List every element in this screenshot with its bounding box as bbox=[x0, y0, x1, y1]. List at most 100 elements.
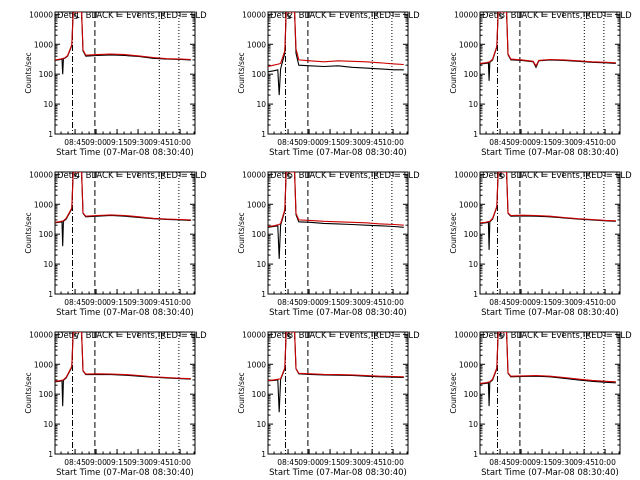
series-events bbox=[268, 12, 404, 96]
plot-frame bbox=[267, 11, 409, 135]
y-tick-label: 100 bbox=[39, 230, 54, 239]
y-tick-label: 1 bbox=[261, 130, 266, 139]
x-axis-label: Start Time (07-Mar-08 08:30:40) bbox=[481, 308, 619, 318]
y-tick-label: 10000 bbox=[454, 330, 478, 339]
x-tick-label: 09:30 bbox=[340, 458, 362, 467]
end-marker-label: E bbox=[585, 12, 590, 21]
y-tick-label: 1 bbox=[48, 130, 53, 139]
x-tick-label: 09:15 bbox=[531, 458, 553, 467]
x-tick-label: 09:00 bbox=[85, 458, 107, 467]
panel-title: Det 2, BLACK = Events, RED = LLD bbox=[270, 11, 420, 21]
series-events bbox=[268, 332, 404, 413]
y-tick-label: 100 bbox=[252, 390, 267, 399]
y-tick-label: 10 bbox=[468, 260, 478, 269]
end-marker-label: E bbox=[160, 332, 165, 341]
y-tick-label: 10000 bbox=[29, 170, 53, 179]
x-tick-label: 09:15 bbox=[106, 458, 128, 467]
y-tick-label: 1 bbox=[261, 450, 266, 459]
y-tick-label: 1000 bbox=[459, 200, 478, 209]
y-tick-label: 10000 bbox=[454, 10, 478, 19]
x-tick-label: 09:45 bbox=[573, 298, 595, 307]
y-axis-label: Counts/sec bbox=[449, 212, 458, 253]
x-tick-label: 09:00 bbox=[298, 458, 320, 467]
x-tick-label: 09:45 bbox=[148, 458, 170, 467]
y-axis-label: Counts/sec bbox=[237, 212, 246, 253]
plot-frame bbox=[54, 171, 196, 295]
start-marker-label: S bbox=[499, 172, 504, 181]
series-lld bbox=[55, 172, 191, 223]
y-tick-label: 10 bbox=[468, 100, 478, 109]
y-tick-label: 10 bbox=[256, 420, 266, 429]
y-axis-label: Counts/sec bbox=[449, 52, 458, 93]
x-axis-label: Start Time (07-Mar-08 08:30:40) bbox=[481, 148, 619, 158]
y-tick-label: 1 bbox=[261, 290, 266, 299]
start-marker-label: S bbox=[287, 332, 292, 341]
x-axis-label: Start Time (07-Mar-08 08:30:40) bbox=[269, 148, 407, 158]
panel-det-3: Det 3, BLACK = Events, RED = LLD 1 10 100 10… bbox=[449, 10, 632, 158]
panel-det-4: Det 4, BLACK = Events, RED = LLD 1 10 100 10… bbox=[24, 170, 207, 318]
panel-title: Det 6, BLACK = Events, RED = LLD bbox=[482, 171, 632, 181]
x-tick-label: 10:00 bbox=[382, 138, 404, 147]
y-axis-label: Counts/sec bbox=[24, 372, 33, 413]
y-tick-label: 1 bbox=[48, 290, 53, 299]
y-tick-label: 10 bbox=[468, 420, 478, 429]
x-tick-label: 09:15 bbox=[531, 138, 553, 147]
x-tick-label: 09:45 bbox=[573, 138, 595, 147]
x-tick-label: 09:00 bbox=[298, 138, 320, 147]
start-marker-label: S bbox=[287, 12, 292, 21]
y-tick-label: 100 bbox=[464, 230, 479, 239]
panel-det-1: Det 1, BLACK = Events, RED = LLD 1 10 100 10… bbox=[24, 10, 207, 158]
x-tick-label: 09:45 bbox=[148, 298, 170, 307]
end-marker-label: E bbox=[160, 172, 165, 181]
x-tick-label: 09:30 bbox=[552, 138, 574, 147]
x-tick-label: 09:00 bbox=[298, 298, 320, 307]
y-axis-label: Counts/sec bbox=[24, 52, 33, 93]
y-tick-label: 10 bbox=[43, 100, 53, 109]
x-axis-label: Start Time (07-Mar-08 08:30:40) bbox=[269, 468, 407, 478]
x-tick-label: 09:30 bbox=[552, 458, 574, 467]
end-marker-label: E bbox=[585, 172, 590, 181]
series-lld bbox=[55, 12, 191, 61]
x-tick-label: 09:15 bbox=[319, 458, 341, 467]
x-tick-label: 08:45 bbox=[64, 298, 86, 307]
panel-det-6: Det 6, BLACK = Events, RED = LLD 1 10 100 10… bbox=[449, 170, 632, 318]
x-tick-label: 09:00 bbox=[510, 138, 532, 147]
start-marker-label: S bbox=[74, 12, 79, 21]
panel-title: Det 7, BLACK = Events, RED = LLD bbox=[57, 331, 207, 341]
series-events bbox=[480, 172, 616, 250]
y-tick-label: 1 bbox=[48, 450, 53, 459]
x-tick-label: 10:00 bbox=[382, 298, 404, 307]
x-tick-label: 09:15 bbox=[106, 298, 128, 307]
plot-frame bbox=[54, 11, 196, 135]
x-tick-label: 09:30 bbox=[552, 298, 574, 307]
x-tick-label: 09:00 bbox=[85, 298, 107, 307]
y-tick-label: 1 bbox=[473, 130, 478, 139]
panel-title: Det 4, BLACK = Events, RED = LLD bbox=[57, 171, 207, 181]
x-tick-label: 10:00 bbox=[594, 458, 616, 467]
y-tick-label: 10000 bbox=[454, 170, 478, 179]
x-tick-label: 09:15 bbox=[106, 138, 128, 147]
series-lld bbox=[55, 332, 191, 382]
x-tick-label: 08:45 bbox=[64, 138, 86, 147]
series-lld bbox=[480, 332, 616, 384]
panel-det-8: Det 8, BLACK = Events, RED = LLD 1 10 100 10… bbox=[237, 330, 420, 478]
x-axis-label: Start Time (07-Mar-08 08:30:40) bbox=[56, 468, 194, 478]
panel-title: Det 8, BLACK = Events, RED = LLD bbox=[270, 331, 420, 341]
start-marker-label: S bbox=[74, 172, 79, 181]
x-tick-label: 09:00 bbox=[510, 298, 532, 307]
start-marker-label: S bbox=[74, 332, 79, 341]
x-tick-label: 08:45 bbox=[489, 138, 511, 147]
panel-det-5: Det 5, BLACK = Events, RED = LLD 1 10 100 10… bbox=[237, 170, 420, 318]
start-marker-label: S bbox=[499, 12, 504, 21]
x-tick-label: 09:30 bbox=[127, 298, 149, 307]
end-marker-label: E bbox=[160, 12, 165, 21]
y-tick-label: 100 bbox=[252, 230, 267, 239]
y-tick-label: 1000 bbox=[247, 360, 266, 369]
x-tick-label: 08:45 bbox=[64, 458, 86, 467]
y-tick-label: 10000 bbox=[242, 10, 266, 19]
x-tick-label: 09:45 bbox=[361, 138, 383, 147]
plot-frame bbox=[479, 11, 621, 135]
y-tick-label: 100 bbox=[39, 390, 54, 399]
y-tick-label: 1000 bbox=[34, 200, 53, 209]
x-tick-label: 08:45 bbox=[277, 138, 299, 147]
